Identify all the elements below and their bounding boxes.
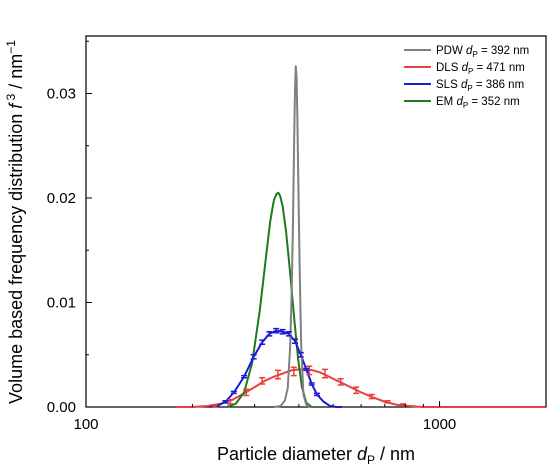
legend-entry-pdw: PDW dP = 392 nm [404,45,529,59]
legend-entry-dls: DLS dP = 471 nm [404,62,525,76]
errorbar-dls [227,398,234,405]
errorbar-dls [259,376,266,385]
y-axis-ticks [86,40,92,408]
errorbar-sls [308,382,315,386]
legend: PDW dP = 392 nm DLS dP = 471 nm SLS dP =… [404,45,529,110]
errorbar-sls [291,338,298,345]
errorbar-sls [241,374,248,379]
legend-entry-em: EM dP = 352 nm [404,96,520,110]
errorbar-sls [230,390,237,395]
errorbar-dls [274,369,281,380]
errorbar-sls [297,351,304,358]
y-tick-label: 0.02 [47,190,76,207]
errorbar-dls [384,399,391,404]
series-line-dls [176,368,546,408]
legend-label-dls: DLS dP = 471 nm [436,62,525,76]
legend-label-em: EM dP = 352 nm [436,96,520,110]
errorbar-sls [250,353,257,360]
plot-area [85,35,547,408]
legend-label-pdw: PDW dP = 392 nm [436,45,529,59]
legend-entry-sls: SLS dP = 386 nm [404,79,524,93]
x-axis-ticks [85,401,547,407]
errorbar-sls [266,331,273,337]
errorbar-dls [290,366,297,377]
errorbar-sls [259,339,266,346]
errorbar-dls [211,404,218,408]
errorbar-dls [368,393,375,400]
y-tick-label: 0.03 [47,86,76,103]
series-line-sls [210,329,343,408]
series-errorbars [211,327,407,408]
x-tick-label: 1000 [423,416,456,433]
errorbar-sls [313,392,320,397]
errorbar-dls [321,368,328,379]
y-tick-label: 0.00 [47,399,76,416]
errorbar-sls [279,328,286,335]
series-line-em [226,191,313,408]
x-axis-title: Particle diameter dP / nm [217,444,415,467]
errorbar-dls [243,388,250,397]
errorbar-sls [303,367,310,372]
legend-label-sls: SLS dP = 386 nm [436,79,524,93]
errorbar-dls [337,378,344,386]
y-axis-title: Volume based frequency distribution f 3 … [4,40,26,404]
errorbar-sls [222,399,229,404]
errorbar-sls [273,327,280,334]
errorbar-dls [353,386,360,395]
y-tick-label: 0.01 [47,295,76,312]
x-tick-label: 100 [73,416,98,433]
errorbar-sls [285,331,292,337]
